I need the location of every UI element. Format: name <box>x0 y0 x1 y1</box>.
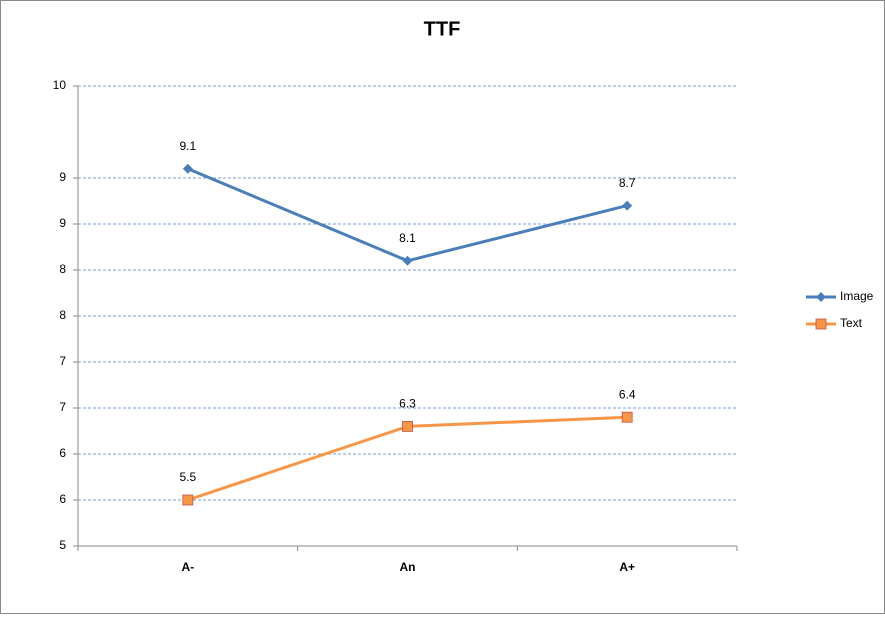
y-tick-label: 9 <box>59 170 66 184</box>
y-tick-label: 5 <box>59 538 66 552</box>
legend-label: Image <box>840 289 874 303</box>
y-tick-label: 6 <box>59 492 66 506</box>
data-point <box>622 200 633 211</box>
y-tick-label: 10 <box>53 78 67 92</box>
data-point <box>182 163 193 174</box>
data-label: 5.5 <box>179 470 196 484</box>
data-label: 6.3 <box>399 397 416 411</box>
y-tick-label: 8 <box>59 262 66 276</box>
data-point <box>182 494 194 506</box>
y-tick-label: 7 <box>59 354 66 368</box>
data-point <box>402 255 413 266</box>
data-label: 6.4 <box>619 387 636 401</box>
chart-title: TTF <box>424 18 461 40</box>
data-point <box>402 420 413 432</box>
legend-marker <box>815 318 827 330</box>
data-label: 9.1 <box>179 139 196 153</box>
y-tick-label: 7 <box>59 400 66 414</box>
data-label: 8.7 <box>619 176 636 190</box>
y-tick-label: 9 <box>59 216 66 230</box>
legend-marker <box>816 292 826 302</box>
data-point <box>621 411 633 423</box>
y-tick-label: 8 <box>59 308 66 322</box>
x-tick-label: A+ <box>619 560 635 574</box>
x-tick-label: An <box>400 560 416 574</box>
y-tick-label: 6 <box>59 446 66 460</box>
legend-label: Text <box>840 316 863 330</box>
data-label: 8.1 <box>399 231 416 245</box>
x-tick-label: A- <box>181 560 194 574</box>
